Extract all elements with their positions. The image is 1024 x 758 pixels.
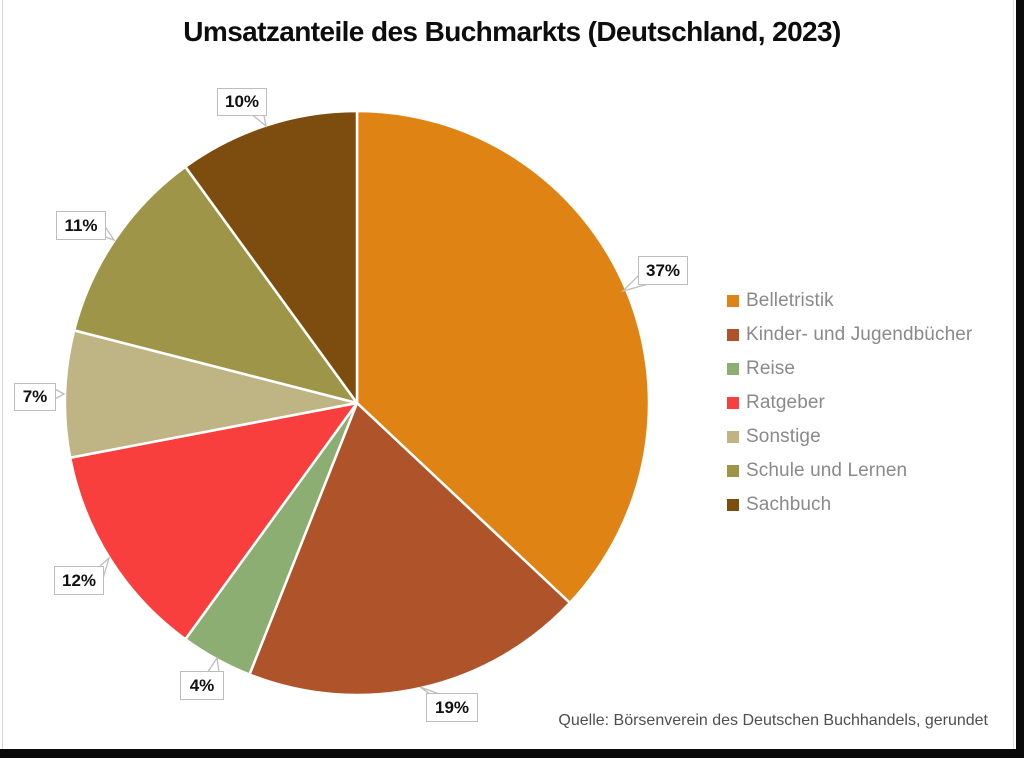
data-label-kinder-und-jugendbuecher: 19% [426, 693, 478, 722]
legend-label: Belletristik [746, 290, 834, 311]
legend-item-reise: Reise [727, 352, 972, 386]
pie-slice-ratgeber [68, 401, 359, 641]
legend-label: Kinder- und Jugendbücher [746, 324, 973, 345]
data-label-belletristik: 37% [638, 256, 688, 285]
data-label-ratgeber: 12% [54, 566, 104, 595]
data-label-schule-und-lernen: 11% [56, 211, 106, 240]
page-edge-line-left [2, 0, 3, 758]
page-edge-line-right [1013, 0, 1014, 758]
legend-item-schule-und-lernen: Schule und Lernen [727, 454, 972, 488]
pie-slice-sachbuch [184, 109, 359, 405]
legend-item-sonstige: Sonstige [727, 420, 972, 454]
legend-swatch-ratgeber [727, 397, 739, 409]
pie-slice-schule-und-lernen [72, 165, 359, 405]
data-label-sonstige: 7% [14, 383, 56, 411]
screenshot-edge-right [1016, 0, 1024, 758]
legend-item-sachbuch: Sachbuch [727, 488, 972, 522]
pie-slice-belletristik [355, 109, 651, 605]
legend-label: Schule und Lernen [746, 460, 908, 481]
legend: Belletristik Kinder- und Jugendbücher Re… [727, 284, 972, 522]
pie-slice-sonstige [63, 329, 359, 459]
screenshot-edge-bottom [0, 749, 1024, 758]
legend-label: Reise [746, 358, 796, 379]
data-label-sachbuch: 10% [217, 88, 267, 116]
legend-label: Sonstige [746, 426, 821, 447]
legend-swatch-belletristik [727, 295, 739, 307]
legend-swatch-sonstige [727, 431, 739, 443]
legend-item-ratgeber: Ratgeber [727, 386, 972, 420]
data-label-reise: 4% [180, 671, 224, 700]
legend-swatch-schule-und-lernen [727, 465, 739, 477]
legend-label: Sachbuch [746, 494, 832, 515]
legend-item-kinder-und-jugendbuecher: Kinder- und Jugendbücher [727, 318, 972, 352]
legend-swatch-sachbuch [727, 499, 739, 511]
source-note: Quelle: Börsenverein des Deutschen Buchh… [558, 712, 988, 729]
legend-swatch-kinder-und-jugendbuecher [727, 329, 739, 341]
legend-label: Ratgeber [746, 392, 825, 413]
legend-swatch-reise [727, 363, 739, 375]
legend-item-belletristik: Belletristik [727, 284, 972, 318]
chart-title: Umsatzanteile des Buchmarkts (Deutschlan… [183, 16, 841, 47]
